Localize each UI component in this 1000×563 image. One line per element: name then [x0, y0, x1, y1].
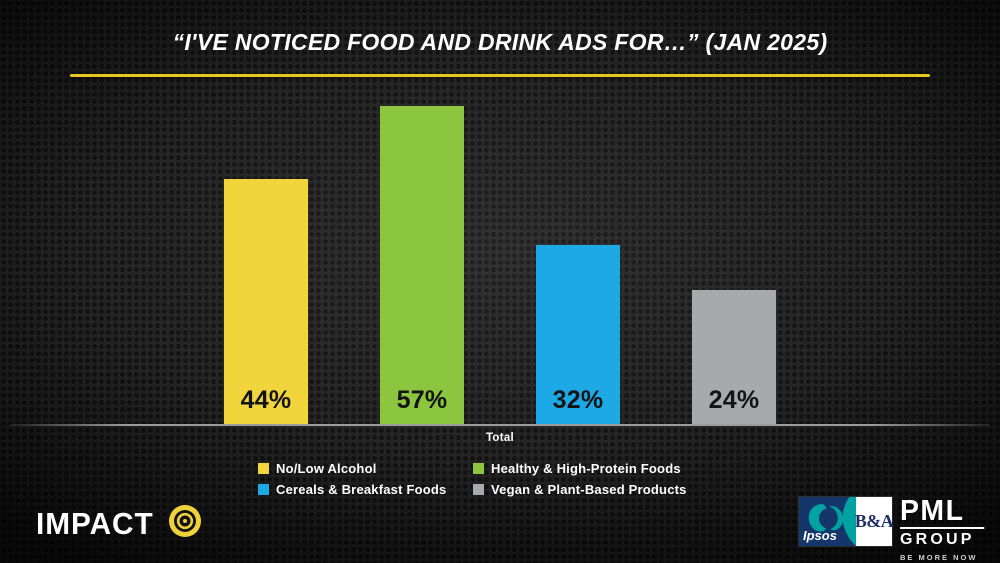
legend-item-no-low-alcohol: No/Low Alcohol: [258, 461, 473, 476]
footer-logos: Ipsos B&A PML GROUP BE MORE NOW: [799, 497, 988, 562]
ipsos-logo-text: Ipsos: [803, 528, 837, 543]
legend-swatch-yellow: [258, 463, 269, 474]
pml-group-logo: PML GROUP BE MORE NOW: [900, 497, 988, 562]
legend-item-vegan-plant-based: Vegan & Plant-Based Products: [473, 482, 687, 497]
bar-value-label: 44%: [240, 386, 292, 414]
ba-logo-text: B&A: [854, 511, 894, 531]
ba-logo: B&A: [854, 497, 894, 546]
bar-value-label: 57%: [396, 386, 448, 414]
bar-cereals-breakfast: 32%: [536, 245, 620, 424]
ipsos-logo-icon: Ipsos: [799, 497, 856, 546]
bar-value-label: 24%: [708, 386, 760, 414]
legend-label: Vegan & Plant-Based Products: [491, 482, 687, 497]
pml-logo-text: PML: [900, 497, 985, 529]
pml-tagline-text: BE MORE NOW: [900, 552, 978, 562]
legend-swatch-blue: [258, 484, 269, 495]
chart-title: “I'VE NOTICED FOOD AND DRINK ADS FOR…” (…: [172, 29, 828, 55]
ipsos-ba-logo: Ipsos B&A: [799, 497, 894, 546]
title-divider: [70, 74, 930, 77]
x-axis-line: [10, 424, 990, 426]
bar-value-label: 32%: [552, 386, 604, 414]
legend-item-cereals-breakfast: Cereals & Breakfast Foods: [258, 482, 473, 497]
legend-label: Healthy & High-Protein Foods: [491, 461, 681, 476]
legend-swatch-gray: [473, 484, 484, 495]
impact-logo-text: IMPACT: [36, 505, 154, 541]
x-axis-category-label: Total: [485, 432, 515, 444]
bar-vegan-plant-based: 24%: [692, 290, 776, 424]
legend-label: No/Low Alcohol: [276, 461, 377, 476]
impact-target-icon: [168, 504, 202, 543]
bar-chart: 44% 57% 32% 24%: [224, 0, 776, 424]
bar-group: 44% 57% 32% 24%: [224, 0, 776, 424]
legend-item-healthy-high-protein: Healthy & High-Protein Foods: [473, 461, 687, 476]
impact-logo: IMPACT: [36, 504, 202, 543]
legend-label: Cereals & Breakfast Foods: [276, 482, 447, 497]
pml-group-text: GROUP: [900, 530, 975, 548]
bar-healthy-high-protein: 57%: [380, 106, 464, 424]
chart-legend: No/Low Alcohol Healthy & High-Protein Fo…: [258, 461, 687, 497]
bar-no-low-alcohol: 44%: [224, 179, 308, 424]
legend-swatch-green: [473, 463, 484, 474]
